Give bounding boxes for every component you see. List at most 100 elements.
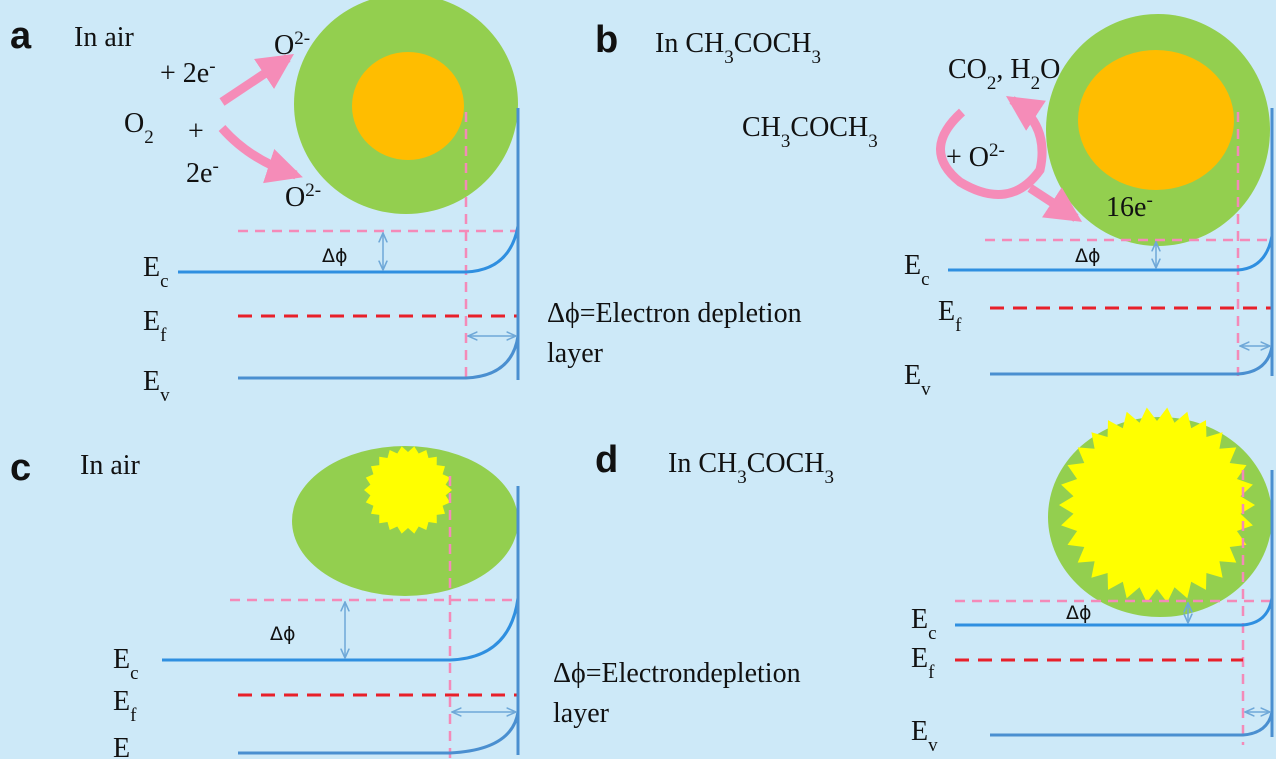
reaction-text: + 2e- bbox=[160, 56, 216, 90]
text-part: E bbox=[904, 250, 921, 281]
subscript: 3 bbox=[724, 47, 734, 68]
reaction-text: 16e- bbox=[1106, 190, 1153, 224]
band-label: Ef bbox=[143, 306, 167, 346]
text-part: O bbox=[274, 30, 294, 61]
band-label: Ev bbox=[904, 360, 931, 400]
subscript: 3 bbox=[868, 131, 878, 152]
text-part: O bbox=[124, 108, 144, 139]
reaction-text: + bbox=[188, 116, 204, 147]
subscript: v bbox=[130, 752, 140, 759]
note-line: layer bbox=[553, 698, 610, 729]
panel-label: a bbox=[10, 15, 32, 57]
conduction-band bbox=[178, 225, 520, 274]
band-label: Ef bbox=[113, 686, 137, 726]
text-part: 2e bbox=[186, 158, 212, 189]
superscript: - bbox=[1146, 190, 1152, 211]
grain-core bbox=[352, 52, 464, 160]
subscript: v bbox=[928, 735, 938, 756]
subscript: 2 bbox=[987, 73, 997, 94]
text-part: O bbox=[1040, 54, 1060, 85]
subscript: f bbox=[160, 325, 167, 346]
subscript: c bbox=[130, 663, 138, 684]
subscript: 2 bbox=[144, 127, 154, 148]
note-line: Δϕ=Electron depletion bbox=[547, 298, 802, 329]
band-label: Ec bbox=[143, 252, 169, 292]
superscript: - bbox=[212, 156, 218, 177]
panel-title: In air bbox=[74, 22, 135, 53]
superscript: 2- bbox=[294, 28, 310, 49]
delta-label: Δϕ bbox=[1075, 245, 1101, 267]
text-part: COCH bbox=[790, 112, 868, 143]
note-line: Δϕ=Electrondepletion bbox=[553, 658, 801, 689]
band-label: Ec bbox=[911, 604, 937, 644]
band-label: Ec bbox=[904, 250, 930, 290]
subscript: f bbox=[130, 705, 137, 726]
grain-core bbox=[1059, 407, 1255, 603]
reaction-arrow bbox=[1027, 184, 1083, 222]
reaction-text: CH3COCH3 bbox=[742, 112, 878, 152]
reaction-text: CO2, H2O bbox=[948, 54, 1060, 94]
text-part: In CH bbox=[655, 28, 724, 59]
text-part: + O bbox=[946, 142, 989, 173]
text-part: + 2e bbox=[160, 58, 209, 89]
text-part: E bbox=[113, 644, 130, 675]
subscript: 3 bbox=[737, 467, 747, 488]
superscript: 2- bbox=[305, 180, 321, 201]
text-part: E bbox=[911, 643, 928, 674]
text-part: E bbox=[911, 716, 928, 747]
panel-label: b bbox=[595, 19, 618, 61]
band-label: Ev bbox=[911, 716, 938, 756]
text-part: E bbox=[911, 604, 928, 635]
text-part: COCH bbox=[734, 28, 812, 59]
panel-title: In air bbox=[80, 450, 141, 481]
subscript: 2 bbox=[1031, 73, 1041, 94]
reaction-arrow bbox=[936, 96, 1047, 199]
reaction-text: + O2- bbox=[946, 140, 1005, 174]
subscript: c bbox=[921, 269, 929, 290]
text-part: E bbox=[113, 733, 130, 759]
text-part: E bbox=[143, 366, 160, 397]
delta-label: Δϕ bbox=[322, 245, 348, 267]
text-part: In CH bbox=[668, 448, 737, 479]
subscript: f bbox=[955, 315, 962, 336]
band-label: Ef bbox=[938, 296, 962, 336]
text-part: O bbox=[285, 182, 305, 213]
superscript: - bbox=[209, 56, 215, 77]
text-part: CO bbox=[948, 54, 987, 85]
reaction-text: O2 bbox=[124, 108, 154, 148]
conduction-band bbox=[948, 235, 1274, 272]
panel-title: In CH3COCH3 bbox=[668, 448, 834, 488]
text-part: E bbox=[904, 360, 921, 391]
text-part: CH bbox=[742, 112, 781, 143]
panel-label: c bbox=[10, 447, 31, 489]
text-part: E bbox=[938, 296, 955, 327]
text-part: E bbox=[113, 686, 130, 717]
panel-d: d In CH3COCH3 Δϕ Ec Ef Ev Δϕ=Electrondep… bbox=[553, 407, 1274, 756]
subscript: v bbox=[921, 379, 931, 400]
superscript: 2- bbox=[989, 140, 1005, 161]
note-line: layer bbox=[547, 338, 604, 369]
band-label: Ev bbox=[143, 366, 170, 406]
grain-core bbox=[1078, 50, 1234, 190]
subscript: f bbox=[928, 662, 935, 683]
panel-b: b In CH3COCH3 CO2, H2O CH3COCH3 + O2- 16… bbox=[547, 14, 1274, 400]
panel-title: In CH3COCH3 bbox=[655, 28, 821, 68]
band-label: Ef bbox=[911, 643, 935, 683]
valence-band bbox=[238, 711, 520, 755]
text-part: E bbox=[143, 252, 160, 283]
panel-c: c In air Δϕ Ec Ef Ev bbox=[10, 446, 520, 759]
band-label: Ec bbox=[113, 644, 139, 684]
band-label: Ev bbox=[113, 733, 140, 759]
subscript: 3 bbox=[812, 47, 822, 68]
delta-label: Δϕ bbox=[1066, 602, 1092, 624]
delta-label: Δϕ bbox=[270, 623, 296, 645]
reaction-text: O2- bbox=[285, 180, 321, 214]
subscript: v bbox=[160, 385, 170, 406]
reaction-text: 2e- bbox=[186, 156, 219, 190]
reaction-text: O2- bbox=[274, 28, 310, 62]
grain-core bbox=[364, 446, 452, 534]
text-part: COCH bbox=[747, 448, 825, 479]
reaction-arrow bbox=[218, 125, 303, 184]
